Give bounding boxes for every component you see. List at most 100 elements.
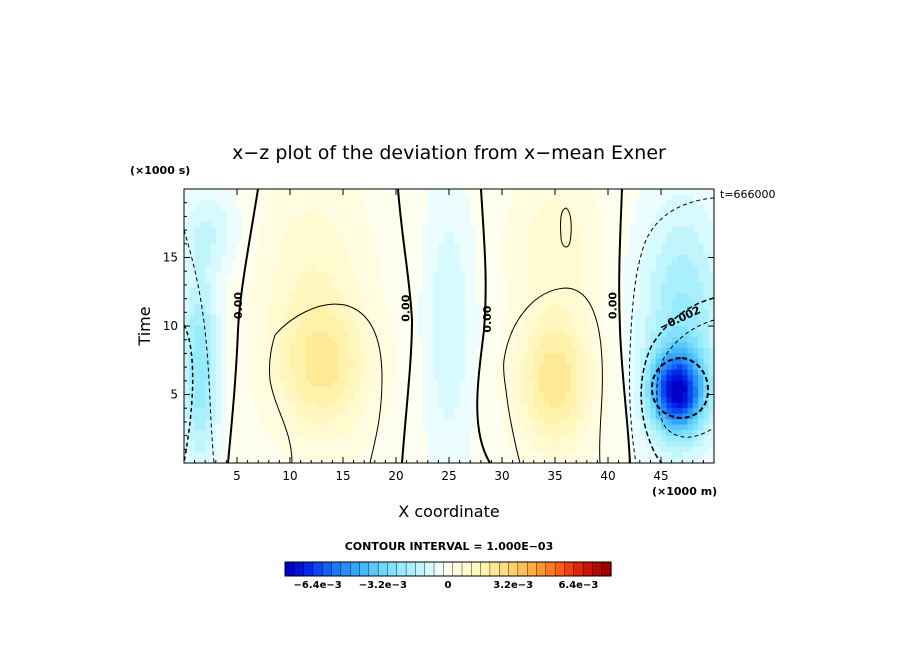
heatmap-cell [316,227,323,234]
heatmap-cell [295,309,302,316]
heatmap-cell [464,347,471,354]
heatmap-cell [581,402,588,409]
heatmap-cell [634,391,641,398]
heatmap-cell [650,402,657,409]
heatmap-cell [459,238,466,245]
heatmap-cell [613,364,620,371]
heatmap-cell [443,194,450,201]
heatmap-cell [629,205,636,212]
heatmap-cell [454,298,461,305]
heatmap-cell [433,402,439,409]
heatmap-cell [258,358,265,365]
heatmap-cell [279,369,286,376]
heatmap-cell [274,397,280,404]
heatmap-cell [189,205,196,212]
heatmap-cell [438,386,445,393]
heatmap-cell [517,419,524,426]
heatmap-cell [268,452,275,459]
heatmap-cell [263,293,270,300]
heatmap-cell [337,358,344,365]
heatmap-cell [427,276,434,283]
heatmap-cell [427,435,434,442]
heatmap-cell [459,452,466,459]
heatmap-cell [316,452,323,459]
heatmap-cell [284,194,291,201]
heatmap-cell [194,265,201,272]
heatmap-cell [422,243,429,250]
heatmap-cell [205,287,212,294]
heatmap-cell [411,336,418,344]
heatmap-cell [502,205,508,212]
heatmap-cell [316,386,323,393]
heatmap-cell [321,271,328,278]
heatmap-cell [364,358,371,365]
heatmap-cell [539,320,545,327]
heatmap-cell [332,254,339,261]
heatmap-cell [247,331,254,338]
heatmap-cell [682,282,689,289]
heatmap-cell [703,326,710,333]
heatmap-cell [539,326,545,333]
heatmap-cell [655,309,662,316]
heatmap-cell [491,457,498,463]
heatmap-cell [549,419,556,426]
heatmap-cell [470,249,477,256]
heatmap-cell [374,342,381,349]
heatmap-cell [194,249,201,256]
heatmap-cell [454,205,461,212]
heatmap-cell [268,413,275,420]
heatmap-cell [507,380,514,387]
heatmap-cell [486,435,492,442]
heatmap-cell [682,430,689,437]
heatmap-cell [364,265,371,272]
heatmap-cell [507,304,514,311]
heatmap-cell [629,276,636,283]
heatmap-cell [390,353,397,360]
heatmap-cell [502,227,508,234]
heatmap-cell [369,386,376,393]
heatmap-cell [316,375,323,382]
heatmap-cell [284,441,291,448]
heatmap-cell [221,254,227,261]
heatmap-cell [650,260,657,267]
heatmap-cell [221,298,227,305]
heatmap-cell [268,347,275,354]
heatmap-cell [661,298,667,305]
heatmap-cell [496,260,503,267]
heatmap-cell [459,205,466,212]
heatmap-cell [364,304,371,311]
heatmap-cell [507,369,514,376]
heatmap-cell [290,353,296,360]
heatmap-cell [311,216,318,223]
heatmap-cell [433,189,439,196]
heatmap-cell [184,205,190,212]
heatmap-cell [608,221,614,228]
heatmap-cell [602,369,609,376]
heatmap-cell [210,397,217,404]
heatmap-cell [374,276,381,283]
heatmap-cell [613,413,620,420]
heatmap-cell [390,210,397,217]
heatmap-cell [634,315,641,322]
heatmap-cell [247,375,254,382]
heatmap-cell [698,254,704,261]
heatmap-cell [295,347,302,354]
heatmap-cell [565,364,572,371]
heatmap-cell [560,199,567,207]
heatmap-cell [237,369,243,376]
heatmap-cell [427,254,434,261]
heatmap-cell [613,369,620,376]
heatmap-cell [523,276,530,283]
heatmap-cell [618,282,625,289]
heatmap-cell [581,287,588,294]
heatmap-cell [496,238,503,245]
heatmap-cell [199,265,206,272]
heatmap-cell [268,397,275,404]
heatmap-cell [332,309,339,316]
heatmap-cell [390,238,397,245]
heatmap-cell [666,452,673,459]
heatmap-cell [449,342,455,349]
heatmap-cell [247,243,254,250]
heatmap-cell [560,397,567,404]
heatmap-cell [327,194,333,201]
